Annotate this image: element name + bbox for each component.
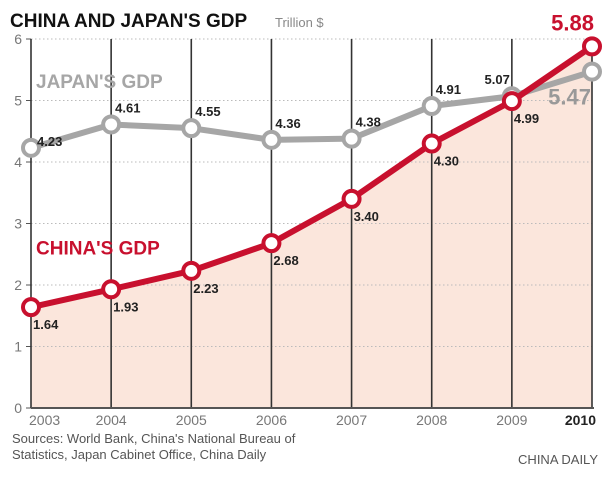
- y-tick-label: 1: [14, 339, 22, 355]
- china-data-label: 4.30: [434, 154, 459, 169]
- japan-data-label: 4.91: [436, 82, 461, 97]
- y-tick-label: 2: [14, 277, 22, 293]
- y-tick-label: 0: [14, 400, 22, 416]
- y-tick-label: 4: [14, 154, 22, 170]
- china-data-label: 1.93: [113, 299, 138, 314]
- china-data-label: 2.68: [273, 253, 298, 268]
- china-line: [30, 43, 594, 311]
- japan-point: [582, 61, 602, 82]
- japan-point: [421, 96, 442, 117]
- japan-point: [101, 114, 122, 135]
- china-point: [421, 133, 442, 154]
- x-tick-label: 2007: [336, 412, 367, 428]
- x-tick-label: 2010: [565, 412, 596, 428]
- china-point: [341, 188, 362, 209]
- japan-point: [341, 128, 362, 149]
- china-point: [582, 36, 602, 57]
- x-tick-label: 2003: [29, 412, 60, 428]
- china-point: [181, 260, 202, 281]
- sources-line-2: Statistics, Japan Cabinet Office, China …: [12, 447, 267, 462]
- china-data-label: 5.88: [551, 10, 594, 35]
- y-tick-label: 5: [14, 93, 22, 109]
- chart-title: CHINA AND JAPAN'S GDP: [10, 11, 247, 32]
- y-tick-label: 3: [14, 216, 22, 232]
- japan-line: [30, 68, 593, 151]
- china-data-label: 4.99: [514, 111, 539, 126]
- china-point: [261, 233, 282, 254]
- china-point: [501, 91, 522, 112]
- x-tick-label: 2006: [256, 412, 287, 428]
- x-tick-label: 2008: [416, 412, 447, 428]
- x-tick-label: 2004: [96, 412, 127, 428]
- japan-data-label: 4.36: [275, 116, 300, 131]
- japan-data-label: 4.61: [115, 100, 140, 115]
- x-tick-label: 2005: [176, 412, 207, 428]
- x-tick-label: 2009: [496, 412, 527, 428]
- credit: CHINA DAILY: [518, 452, 598, 467]
- japan-data-label: 5.47: [548, 85, 591, 110]
- japan-point: [21, 137, 41, 158]
- sources-line-1: Sources: World Bank, China's National Bu…: [12, 431, 296, 446]
- china-data-label: 2.23: [193, 281, 218, 296]
- china-series-label: CHINA'S GDP: [36, 238, 160, 259]
- japan-point: [181, 118, 202, 139]
- japan-data-label: 4.23: [37, 134, 62, 149]
- japan-series-label: JAPAN'S GDP: [36, 72, 163, 93]
- y-tick-label: 6: [14, 31, 22, 47]
- china-point: [101, 279, 122, 300]
- japan-data-label: 4.55: [195, 104, 220, 119]
- japan-point: [261, 129, 282, 150]
- japan-data-label: 5.07: [485, 72, 510, 87]
- japan-data-label: 4.38: [356, 115, 381, 130]
- china-data-label: 1.64: [33, 317, 59, 332]
- china-point: [21, 297, 41, 318]
- china-area-fill: [31, 46, 592, 408]
- china-data-label: 3.40: [354, 209, 379, 224]
- chart-unit: Trillion $: [275, 15, 324, 30]
